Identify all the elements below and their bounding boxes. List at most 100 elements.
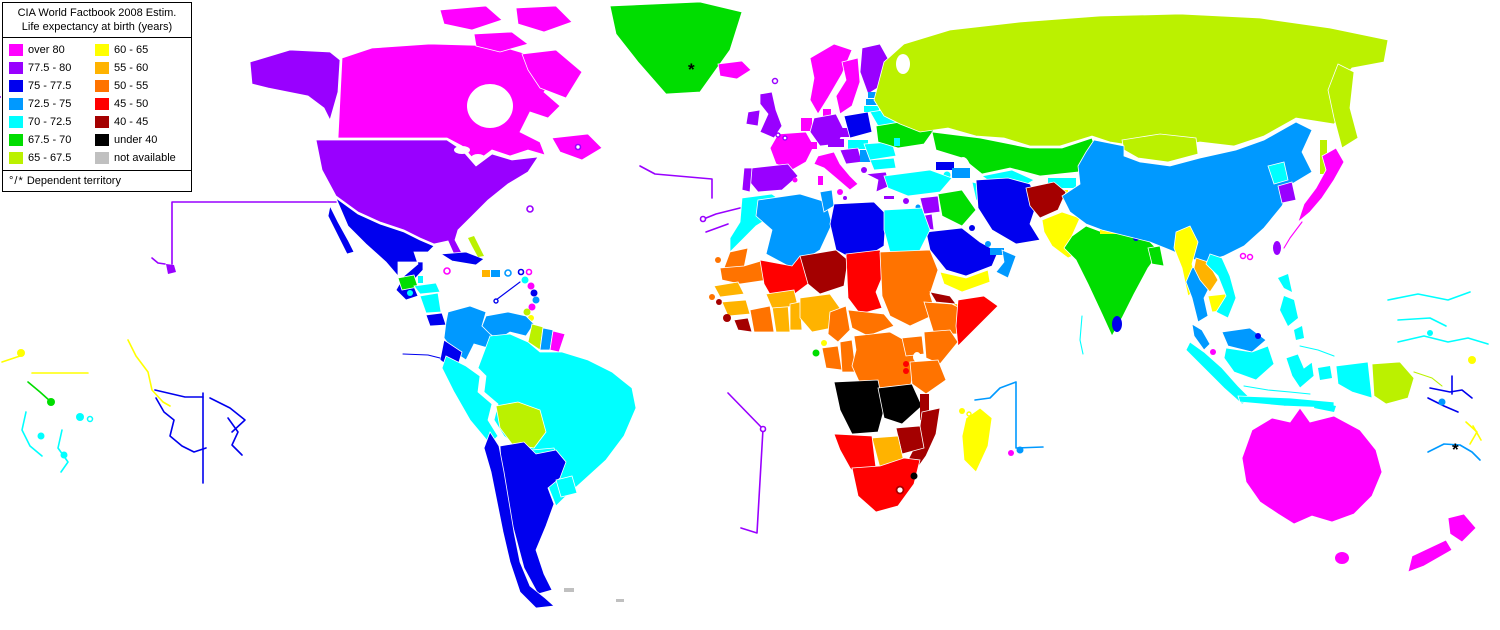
territory-ring-channel-islands: [775, 132, 781, 138]
legend-item: 75 - 77.5: [9, 78, 95, 94]
legend-label: 60 - 65: [114, 44, 149, 56]
region-madagascar: [961, 407, 993, 473]
azores-callout-line: [639, 165, 713, 199]
island-dot-sao-tome: [812, 349, 820, 357]
lake-victoria: [913, 352, 921, 362]
legend-label: 67.5 - 70: [28, 134, 72, 146]
legend-title-line2: Life expectancy at birth (years): [21, 21, 173, 33]
great-lakes: [454, 146, 470, 154]
region-sierra-leone: [723, 314, 731, 322]
legend-swatch-50-55: [95, 80, 109, 92]
region-yemen: [939, 269, 991, 293]
region-sweden: [835, 57, 861, 115]
region-el-salvador: [407, 290, 413, 296]
legend-item: 40 - 45: [95, 114, 191, 130]
territory-ring-hong-kong: [1239, 252, 1247, 260]
region-togo-benin: [789, 301, 803, 331]
region-moluccas-timor: [1314, 366, 1336, 412]
island-dot-pacific: [76, 413, 84, 421]
region-iran: [975, 177, 1041, 245]
island-ring-mayotte: [966, 411, 972, 417]
region-guinea: [721, 299, 751, 317]
region-albania: [861, 167, 867, 173]
territory-ring-antilles: [525, 268, 533, 276]
region-guinea-bissau: [716, 299, 722, 305]
region-somalia: [955, 295, 999, 347]
region-denmark: [823, 109, 831, 118]
legend-label: 40 - 45: [114, 116, 149, 128]
legend-swatch-75-77: [9, 80, 23, 92]
region-russia-kamchatka: [1327, 63, 1359, 149]
island-dot-marshall: [47, 398, 55, 406]
island-dot-fiji: [1438, 398, 1446, 406]
region-alaska: [249, 49, 341, 122]
legend-item: 72.5 - 75: [9, 96, 95, 112]
region-sulawesi: [1285, 353, 1315, 389]
region-lithuania: [864, 106, 879, 112]
new-caledonia-line: [1427, 397, 1459, 413]
region-haiti: [482, 270, 490, 277]
region-russia: [873, 13, 1389, 149]
island-dot-antilles: [527, 282, 535, 290]
region-australia: [1241, 407, 1383, 525]
region-bulgaria: [869, 157, 897, 171]
legend-swatch-55-60: [95, 62, 109, 74]
indonesia-island-lines: [1299, 345, 1335, 357]
region-uruguay: [555, 475, 578, 498]
island-dot-mauritius: [1016, 446, 1024, 454]
region-niger: [799, 249, 849, 295]
island-crete: [884, 196, 894, 199]
region-burundi: [903, 368, 909, 374]
region-uganda: [901, 335, 925, 357]
region-swaziland: [910, 472, 918, 480]
legend-swatch-40-45: [95, 116, 109, 128]
madeira-callout-line: [705, 207, 741, 219]
dependent-territory-symbol: °/*: [9, 175, 24, 187]
legend-label: 70 - 72.5: [28, 116, 72, 128]
region-uae: [990, 248, 1004, 255]
region-estonia: [868, 92, 881, 98]
island-dot-samoa: [1468, 356, 1476, 364]
island-sardinia: [818, 176, 823, 185]
region-norway: [809, 43, 853, 115]
region-iceland: [717, 60, 752, 80]
hawaii-callout-line: [171, 201, 337, 265]
region-tanzania: [909, 359, 947, 395]
region-west-papua: [1335, 361, 1373, 399]
island-dot-comoros: [959, 408, 965, 414]
territory-ring-bermuda: [526, 205, 534, 213]
island-dot-reunion: [1008, 450, 1014, 456]
legend-title: CIA World Factbook 2008 Estim. Life expe…: [3, 3, 191, 38]
territory-ring-faroe: [771, 77, 779, 85]
island-dot-cyprus: [903, 198, 909, 204]
region-canada-baffin: [521, 49, 583, 99]
legend-label: under 40: [114, 134, 158, 146]
island-dot-kiribati: [17, 349, 25, 357]
dependent-territory-label: Dependent territory: [26, 175, 121, 187]
region-peru: [441, 355, 499, 445]
region-canada-arctic-island: [515, 5, 573, 33]
legend-grid: over 80 77.5 - 80 75 - 77.5 72.5 - 75 70…: [3, 38, 191, 170]
region-venezuela: [481, 311, 535, 341]
legend-item: 50 - 55: [95, 78, 191, 94]
region-mexico: [335, 196, 435, 301]
vanuatu-callout-line: [1427, 443, 1481, 461]
legend-title-line1: CIA World Factbook 2008 Estim.: [17, 7, 177, 19]
region-kuwait: [969, 225, 975, 231]
territory-ring-jamaica: [443, 267, 451, 275]
region-japan: [1297, 147, 1345, 224]
region-taiwan: [1273, 241, 1281, 255]
region-brazil: [477, 333, 637, 507]
region-papua-new-guinea: [1371, 361, 1415, 405]
st-helena-ring: [759, 425, 767, 433]
region-malaysia: [1191, 323, 1211, 351]
polynesia-lines: [155, 397, 207, 453]
region-new-zealand-south: [1407, 539, 1453, 573]
region-france: [769, 131, 815, 171]
png-islands-line: [1413, 371, 1443, 387]
legend-item: 55 - 60: [95, 60, 191, 76]
island-dot-sicily: [837, 189, 843, 195]
island-dot-cape-verde: [715, 257, 721, 263]
region-hungary: [848, 140, 868, 149]
galapagos-callout-line: [402, 353, 441, 359]
